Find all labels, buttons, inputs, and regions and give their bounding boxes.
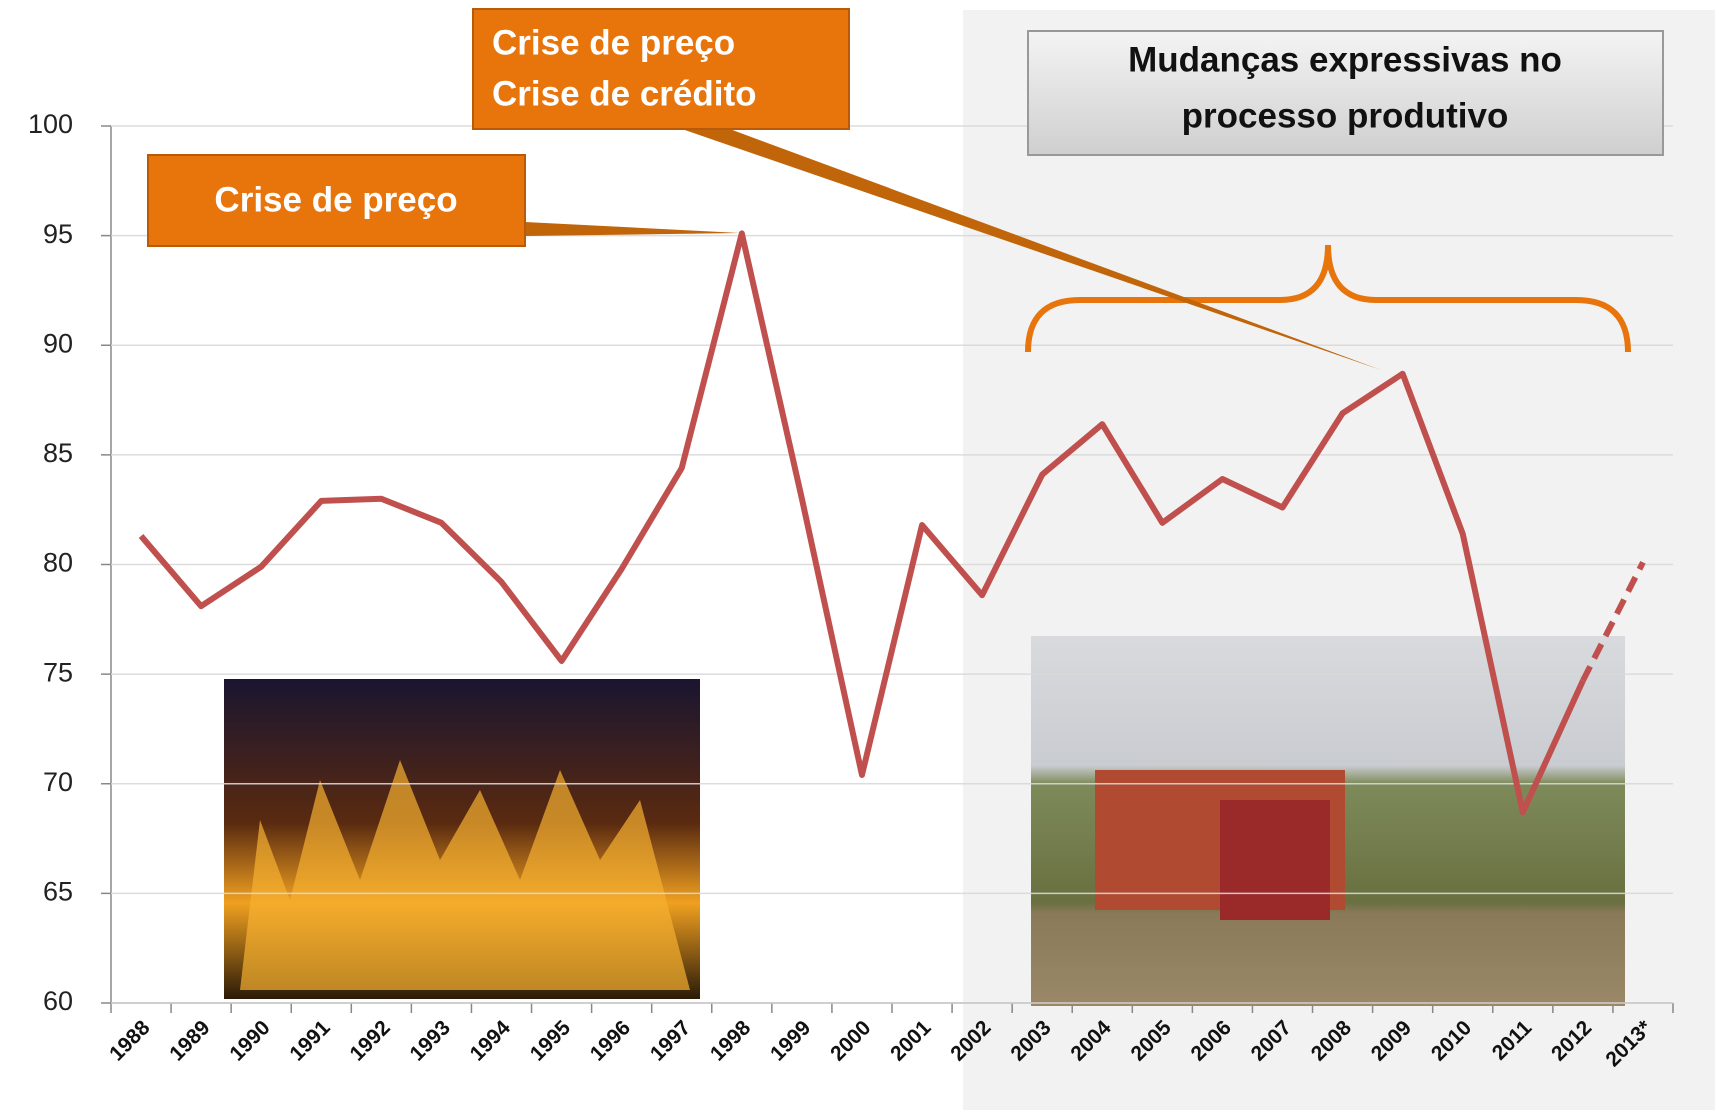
annotation: Crise de crédito [492,74,757,113]
annotation: Crise de preço [492,23,735,62]
annotation-box [147,154,526,247]
x-tick-label: 1995 [526,1016,576,1066]
x-tick-label: 1988 [105,1016,155,1066]
data-line [138,230,1586,816]
y-tick-label: 80 [43,548,73,578]
annotation-box [472,8,850,130]
photo-flames [240,760,690,990]
y-tick-label: 60 [43,986,73,1016]
y-tick-label: 75 [43,657,73,687]
x-tick-label: 1990 [225,1016,274,1065]
annotation: Crise de preço [214,180,457,219]
data-line [1580,560,1646,683]
x-tick-label: 1999 [766,1016,815,1065]
callout-pointer [525,222,740,236]
y-tick-label: 90 [43,328,73,358]
x-tick-label: 1996 [586,1016,635,1065]
x-tick-label: 1992 [346,1016,395,1065]
x-tick-label: 1997 [646,1016,695,1065]
x-tick-label: 1994 [466,1016,516,1066]
x-tick-label: 1998 [706,1016,756,1066]
x-tick-label: 1991 [285,1016,335,1066]
x-tick-label: 1989 [165,1016,214,1065]
brace [1025,244,1631,353]
x-tick-label: 1993 [406,1016,455,1065]
x-tick-label: 2000 [826,1016,875,1065]
y-tick-label: 65 [43,877,73,907]
y-tick-label: 95 [43,219,73,249]
annotation: Mudanças expressivas no [1128,40,1562,79]
photo-tractor [1220,800,1330,920]
x-tick-label: 2001 [886,1016,936,1066]
y-tick-label: 100 [28,109,73,139]
annotation: processo produtivo [1182,96,1509,135]
y-tick-label: 85 [43,438,73,468]
y-tick-label: 70 [43,767,73,797]
annotation-box [1027,30,1664,156]
callout-pointer [650,118,1381,370]
